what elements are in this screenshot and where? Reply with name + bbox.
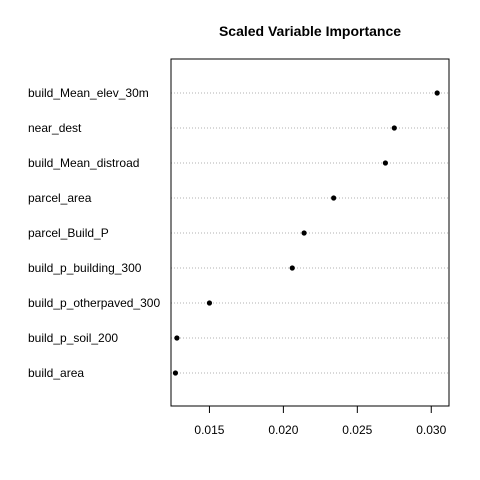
variable-label: build_Mean_elev_30m — [28, 86, 149, 100]
variable-label: build_area — [28, 366, 84, 380]
guide-lines — [171, 92, 449, 374]
variable-label: parcel_Build_P — [28, 226, 109, 240]
variable-labels: build_Mean_elev_30m near_dest build_Mean_d… — [28, 86, 160, 380]
x-tick-label: 0.020 — [268, 423, 298, 437]
importance-point — [174, 335, 180, 341]
importance-point — [301, 230, 307, 236]
importance-point — [434, 90, 440, 96]
x-tick-label: 0.025 — [342, 423, 372, 437]
x-tick-label: 0.030 — [416, 423, 446, 437]
x-tick-label: 0.015 — [194, 423, 224, 437]
plot-frame — [170, 58, 450, 407]
importance-point — [289, 265, 295, 271]
importance-point — [391, 125, 397, 131]
variable-label: parcel_area — [28, 191, 92, 205]
importance-point — [331, 195, 337, 201]
importance-point — [172, 370, 179, 376]
importance-point — [206, 300, 213, 306]
x-axis: 0.015 0.020 0.025 0.030 — [194, 405, 447, 437]
variable-label: build_p_building_300 — [28, 261, 142, 275]
importance-point — [382, 160, 389, 166]
variable-label: build_p_soil_200 — [28, 331, 118, 345]
variable-label: build_Mean_distroad — [28, 156, 139, 170]
chart-title: Scaled Variable Importance — [219, 23, 401, 39]
variable-label: build_p_otherpaved_300 — [28, 296, 160, 310]
variable-label: near_dest — [28, 121, 82, 135]
importance-points — [172, 90, 440, 376]
